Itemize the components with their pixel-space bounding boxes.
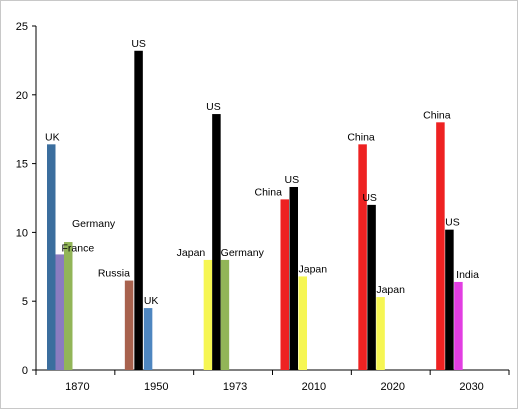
bar-2030-india bbox=[454, 281, 463, 370]
bar-1870-france bbox=[55, 254, 64, 370]
bar-1973-us bbox=[212, 114, 221, 371]
bar-label: US bbox=[131, 38, 146, 50]
bar-label: UK bbox=[45, 131, 60, 143]
bar-label: China bbox=[255, 186, 283, 198]
bar-1973-germany bbox=[220, 259, 230, 370]
y-tick-label: 5 bbox=[22, 296, 28, 308]
bar-label: US bbox=[285, 174, 300, 186]
bar-1950-russia bbox=[124, 280, 134, 370]
bar-label: China bbox=[423, 109, 451, 121]
y-tick-label: 15 bbox=[16, 159, 28, 171]
bar-2030-us bbox=[445, 229, 454, 370]
bar-2030-china bbox=[436, 122, 445, 370]
bar-1950-uk bbox=[143, 308, 153, 370]
axes: 0 5 10 15 20 25 1870 1950 1973 2010 2020 2030 bbox=[16, 21, 510, 393]
bar-2010-us bbox=[289, 186, 298, 370]
bar-1973-japan bbox=[203, 259, 213, 370]
bar-2020-japan bbox=[376, 297, 385, 370]
x-tick-label: 2030 bbox=[459, 381, 483, 393]
bar-2010-japan bbox=[298, 276, 307, 370]
bar-1950-us bbox=[134, 50, 143, 370]
bar-label: Japan bbox=[299, 263, 328, 275]
bar-1870-uk bbox=[47, 144, 56, 370]
bar-2010-china bbox=[280, 199, 289, 370]
bar-label: India bbox=[456, 269, 479, 281]
bar-label: US bbox=[206, 101, 221, 113]
x-tick-label: 1870 bbox=[65, 381, 89, 393]
bar-1870-germany bbox=[64, 242, 73, 370]
bar-label: Germany bbox=[221, 247, 265, 259]
x-tick-label: 2010 bbox=[302, 381, 326, 393]
x-tick-label: 2020 bbox=[381, 381, 405, 393]
bar-2020-us bbox=[367, 204, 376, 370]
x-tick-label: 1973 bbox=[223, 381, 247, 393]
y-tick-label: 20 bbox=[16, 90, 28, 102]
bar-label: China bbox=[347, 131, 375, 143]
bar-label: US bbox=[362, 192, 377, 204]
bar-label: Japan bbox=[177, 247, 206, 259]
y-tick-label: 10 bbox=[16, 227, 28, 239]
bar-2020-china bbox=[358, 144, 367, 370]
bar-label: US bbox=[445, 217, 460, 229]
x-tick-label: 1950 bbox=[144, 381, 168, 393]
bars bbox=[47, 50, 463, 371]
bar-label: Germany bbox=[72, 218, 116, 230]
bar-label: France bbox=[62, 242, 95, 254]
y-tick-label: 0 bbox=[22, 365, 28, 377]
data-labels: UK France Germany Russia US UK Japan US Germany C… bbox=[45, 38, 479, 307]
bar-label: Russia bbox=[98, 268, 130, 280]
bar-label: UK bbox=[144, 295, 159, 307]
y-tick-label: 25 bbox=[16, 21, 28, 33]
bar-label: Japan bbox=[376, 284, 405, 296]
